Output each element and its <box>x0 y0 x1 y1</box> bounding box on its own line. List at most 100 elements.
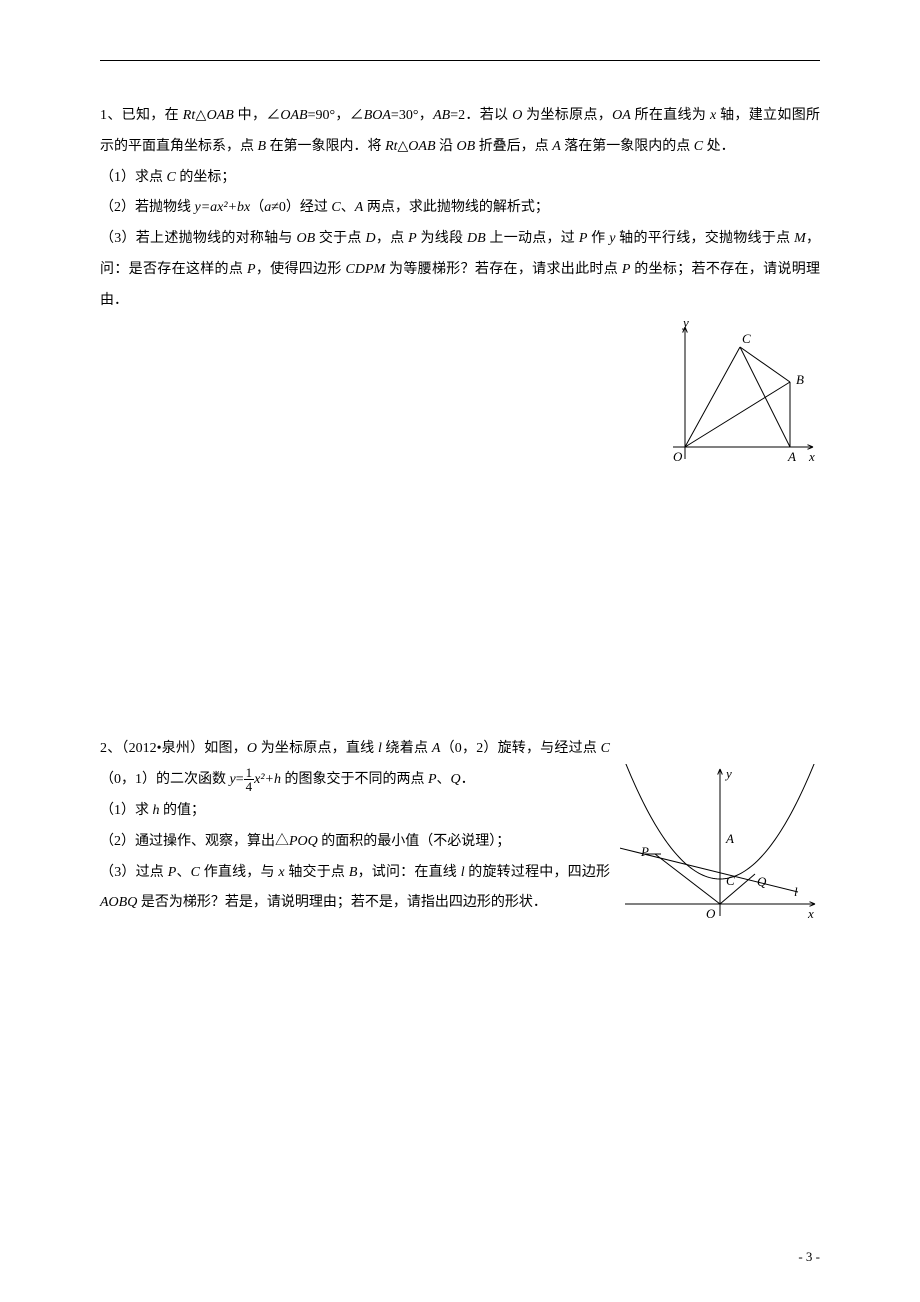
page-number: - 3 - <box>798 1243 820 1272</box>
problem-1-part1: （1）求点 C 的坐标； <box>100 163 820 194</box>
svg-text:C: C <box>742 331 751 346</box>
d-label: D <box>365 231 375 246</box>
text: △ <box>398 139 409 154</box>
b-label: B <box>258 139 267 154</box>
m-label: M <box>794 231 806 246</box>
text: （0，2）旋转，与经过点 <box>440 741 600 756</box>
svg-text:y: y <box>681 317 689 330</box>
text: 沿 <box>436 139 457 154</box>
svg-text:x: x <box>807 906 814 921</box>
text: （3）过点 <box>100 865 168 880</box>
text: ，使得四边形 <box>256 262 346 277</box>
text: = <box>236 772 244 787</box>
aobq-label: AOBQ <box>100 895 137 910</box>
numerator: 1 <box>244 766 255 780</box>
figure-1: O A B Cy x <box>650 317 820 485</box>
denominator: 4 <box>244 780 255 793</box>
svg-text:A: A <box>725 831 734 846</box>
text: 为等腰梯形？若存在，请求出此时点 <box>385 262 622 277</box>
ob-label: OB <box>296 231 315 246</box>
text: 、 <box>341 200 355 215</box>
figure-1-svg: O A B Cy x <box>650 317 820 472</box>
text: 1、已知，在 <box>100 108 183 123</box>
text: 轴交于点 <box>285 865 349 880</box>
problem-2-part3: （3）过点 P、C 作直线，与 x 轴交于点 B，试问：在直线 l 的旋转过程中… <box>100 858 620 920</box>
text: 是否为梯形？若是，请说明理由；若不是，请指出四边形的形状． <box>137 895 547 910</box>
rt-label: Rt <box>385 139 397 154</box>
c-label: C <box>331 200 340 215</box>
text: 轴的平行线，交抛物线于点 <box>615 231 794 246</box>
q-label: Q <box>451 772 461 787</box>
text: （2）若抛物线 <box>100 200 195 215</box>
page-container: 1、已知，在 Rt△OAB 中，∠OAB=90°，∠BOA=30°，AB=2．若… <box>0 0 920 1302</box>
text: ． <box>461 772 475 787</box>
a-label: A <box>552 139 561 154</box>
figure-2: OACPQlyx <box>620 764 820 947</box>
oab-label: OAB <box>408 139 435 154</box>
text: 中，∠ <box>234 108 280 123</box>
ob-label: OB <box>457 139 476 154</box>
text: ≠0）经过 <box>271 200 331 215</box>
c-label: C <box>601 741 610 756</box>
text: 绕着点 <box>382 741 432 756</box>
text: 的旋转过程中，四边形 <box>465 865 610 880</box>
svg-text:C: C <box>726 873 735 888</box>
oab-label: OAB <box>207 108 234 123</box>
db-label: DB <box>467 231 486 246</box>
ab-label: AB <box>433 108 450 123</box>
problem-2-part1: （1）求 h 的值； <box>100 796 620 827</box>
svg-text:A: A <box>787 449 796 464</box>
text: 折叠后，点 <box>475 139 552 154</box>
c-label: C <box>167 170 176 185</box>
text: 两点，求此抛物线的解析式； <box>363 200 549 215</box>
equation: y=ax²+bx <box>195 200 251 215</box>
text: =2．若以 <box>450 108 512 123</box>
svg-text:y: y <box>724 766 732 781</box>
svg-text:x: x <box>808 449 815 464</box>
text: ，点 <box>376 231 409 246</box>
text: 的值； <box>160 803 206 818</box>
text: 的坐标； <box>176 170 236 185</box>
svg-text:B: B <box>796 372 804 387</box>
text: 交于点 <box>315 231 365 246</box>
text: 、 <box>176 865 190 880</box>
text: 2、（2012•泉州）如图， <box>100 741 247 756</box>
text: ，试问：在直线 <box>357 865 460 880</box>
text: =90°，∠ <box>308 108 364 123</box>
svg-text:P: P <box>640 844 649 859</box>
text: （1）求点 <box>100 170 167 185</box>
p-label: P <box>168 865 177 880</box>
text: 为坐标原点， <box>522 108 612 123</box>
problem-1-part2: （2）若抛物线 y=ax²+bx（a≠0）经过 C、A 两点，求此抛物线的解析式… <box>100 193 820 224</box>
top-rule <box>100 60 820 61</box>
c-label: C <box>191 865 200 880</box>
text: （1）求 <box>100 803 153 818</box>
text: （0，1）的二次函数 <box>100 772 230 787</box>
text: 处． <box>703 139 735 154</box>
spacer <box>100 484 820 734</box>
cdpm-label: CDPM <box>346 262 386 277</box>
problem-1-part3: （3）若上述抛物线的对称轴与 OB 交于点 D，点 P 为线段 DB 上一动点，… <box>100 224 820 316</box>
text: 作直线，与 <box>200 865 278 880</box>
text: 为线段 <box>417 231 467 246</box>
p-label: P <box>247 262 256 277</box>
text: （ <box>250 200 264 215</box>
svg-text:l: l <box>794 884 798 899</box>
svg-text:O: O <box>706 906 716 921</box>
problem-2-part2: （2）通过操作、观察，算出△POQ 的面积的最小值（不必说理）； <box>100 827 620 858</box>
problem-1-statement: 1、已知，在 Rt△OAB 中，∠OAB=90°，∠BOA=30°，AB=2．若… <box>100 101 820 163</box>
text: （2）通过操作、观察，算出△ <box>100 834 289 849</box>
svg-text:O: O <box>673 449 683 464</box>
oab-label: OAB <box>280 108 307 123</box>
text: △ <box>195 108 206 123</box>
p-label: P <box>428 772 437 787</box>
text: 所在直线为 <box>631 108 710 123</box>
o-label: O <box>247 741 257 756</box>
text: 在第一象限内．将 <box>266 139 385 154</box>
poq-label: POQ <box>289 834 318 849</box>
text: 落在第一象限内的点 <box>561 139 694 154</box>
fraction: 14 <box>244 766 255 793</box>
boa-label: BOA <box>364 108 391 123</box>
rt-label: Rt <box>183 108 195 123</box>
text: （3）若上述抛物线的对称轴与 <box>100 231 296 246</box>
